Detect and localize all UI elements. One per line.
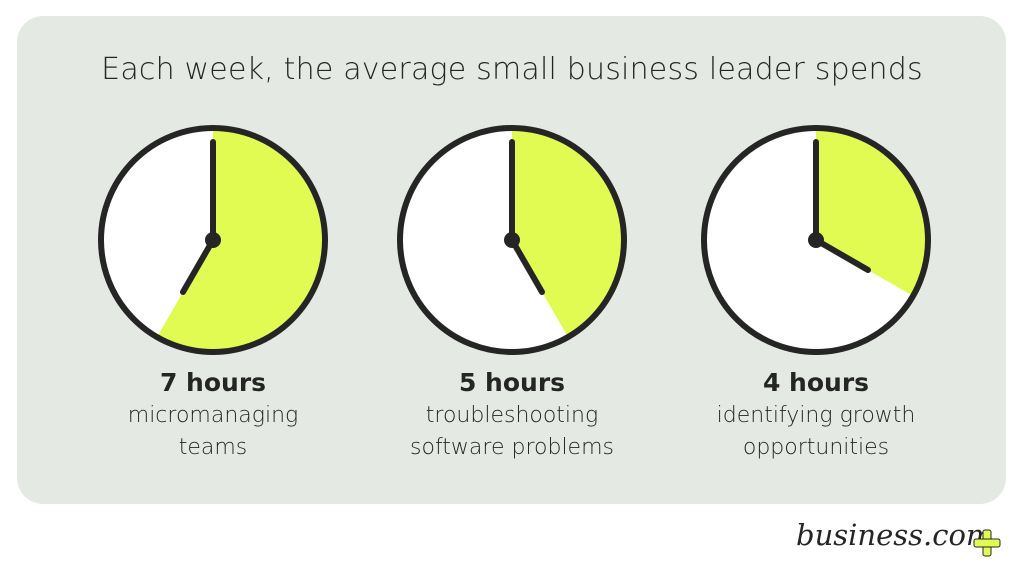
stat-description-line2: teams [178,435,248,460]
stat-hours: 7 hours [159,368,267,397]
stat-description-line2: software problems [410,435,614,460]
stat-troubleshooting: 5 hours troubleshooting software problem… [362,366,662,464]
stat-description-line1: micromanaging [127,403,299,428]
stat-micromanaging: 7 hours micromanaging teams [63,366,363,464]
clock-icon-4-hours [701,125,931,355]
brand-logo-text: business.com [796,518,994,552]
stat-hours: 4 hours [762,368,870,397]
clock-icon-7-hours [98,125,328,355]
stat-hours: 5 hours [458,368,566,397]
stat-growth: 4 hours identifying growth opportunities [666,366,966,464]
plus-icon [973,529,1001,557]
stat-description-line1: troubleshooting [425,403,599,428]
stat-description-line1: identifying growth [716,403,916,428]
stat-description-line2: opportunities [742,435,890,460]
headline: Each week, the average small business le… [101,52,923,87]
clock-icon-5-hours [397,125,627,355]
